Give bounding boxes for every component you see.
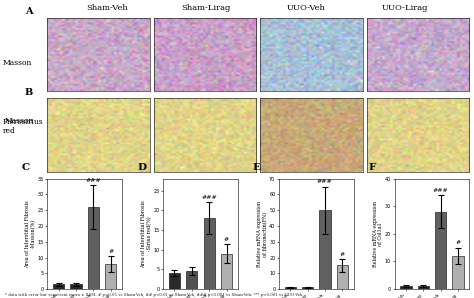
Bar — [400, 286, 411, 289]
Text: * data with error bar represent mean ± SEM; # p<0.05 vs Sham-Veh, ## p<0.01 vs S: * data with error bar represent mean ± S… — [5, 293, 302, 297]
Text: UUO-Lirag: UUO-Lirag — [382, 4, 428, 12]
Bar — [435, 212, 446, 289]
Y-axis label: Area of Interstitial Fibrosis
-Masson(%): Area of Interstitial Fibrosis -Masson(%) — [25, 200, 36, 268]
Bar — [186, 271, 198, 289]
Bar — [418, 286, 429, 289]
Bar — [452, 256, 464, 289]
Text: F: F — [368, 163, 376, 172]
Text: Picrosirius
red: Picrosirius red — [2, 118, 43, 135]
Bar — [169, 273, 180, 289]
Bar — [71, 284, 82, 289]
Bar — [88, 207, 99, 289]
Text: D: D — [137, 163, 146, 172]
Text: Masson: Masson — [2, 59, 32, 66]
Text: #: # — [339, 252, 345, 257]
Text: Masson: Masson — [5, 117, 34, 125]
Text: #: # — [224, 237, 229, 242]
Bar — [302, 288, 313, 289]
Bar — [319, 210, 330, 289]
Text: C: C — [21, 163, 29, 172]
Y-axis label: Relative mRNA expression
of fibronectin(FN): Relative mRNA expression of fibronectin(… — [257, 201, 268, 267]
Y-axis label: Relative mRNA expression
of Col1a1: Relative mRNA expression of Col1a1 — [373, 201, 383, 267]
Text: A: A — [25, 7, 33, 16]
Text: UUO-Veh: UUO-Veh — [286, 4, 325, 12]
Text: E: E — [253, 163, 261, 172]
Text: ###: ### — [201, 195, 217, 200]
Text: Sham-Lirag: Sham-Lirag — [182, 4, 231, 12]
Text: ###: ### — [433, 188, 448, 193]
Text: #: # — [108, 249, 113, 254]
Text: ###: ### — [85, 178, 101, 183]
Bar — [203, 218, 215, 289]
Bar — [221, 254, 232, 289]
Text: ###: ### — [317, 179, 333, 184]
Text: Sham-Veh: Sham-Veh — [86, 4, 128, 12]
Bar — [105, 264, 117, 289]
Bar — [337, 266, 348, 289]
Bar — [284, 288, 296, 289]
Text: #: # — [456, 240, 461, 246]
Bar — [53, 284, 64, 289]
Y-axis label: Area of Interstitial Fibrosis
-Sirius red(%): Area of Interstitial Fibrosis -Sirius re… — [141, 200, 152, 268]
Text: B: B — [25, 88, 33, 97]
